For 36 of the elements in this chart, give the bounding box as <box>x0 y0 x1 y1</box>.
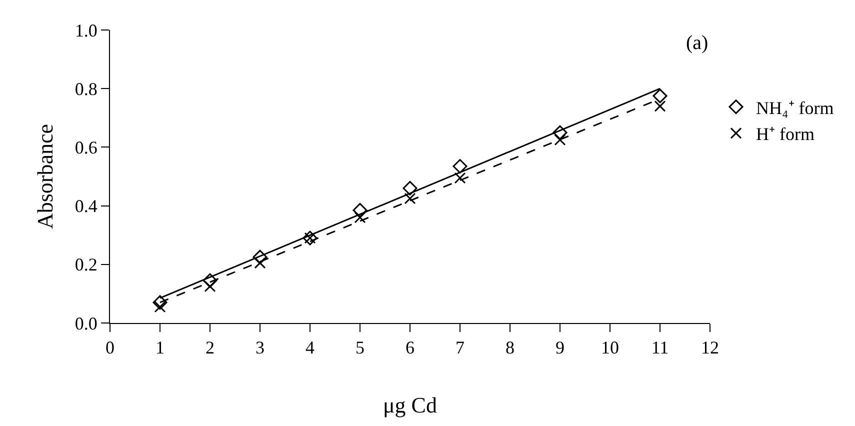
x-tick-label: 4 <box>306 338 314 358</box>
y-tick-label: 0.6 <box>74 138 98 158</box>
y-tick-label: 0.4 <box>74 196 98 216</box>
point <box>404 192 416 204</box>
x-tick-label: 9 <box>556 338 564 358</box>
y-tick-label: 1.0 <box>74 20 98 40</box>
legend-label: H⁺ form <box>756 124 814 144</box>
point <box>552 125 568 140</box>
y-tick-label: 0.8 <box>74 78 98 99</box>
x-tick-label: 2 <box>206 338 214 358</box>
point <box>554 134 566 146</box>
x-tick-label: 3 <box>256 338 264 358</box>
x-tick-label: 12 <box>701 338 719 358</box>
y-tick-label: 0.2 <box>74 254 98 275</box>
x-tick-label: 10 <box>601 338 619 358</box>
x-tick-label: 8 <box>506 338 514 358</box>
y-axis-title: Absorbance <box>32 124 58 230</box>
y-tick-label: 0.0 <box>74 313 98 334</box>
x-axis-title: μg Cd <box>383 392 437 418</box>
x-tick-label: 11 <box>651 338 669 358</box>
x-tick-label: 1 <box>156 338 164 358</box>
point <box>152 295 168 310</box>
x-tick-label: 7 <box>456 338 464 358</box>
legend-label: NH₄⁺ form <box>756 98 834 118</box>
point <box>652 88 668 104</box>
annotation: (a) <box>686 32 708 54</box>
point <box>252 250 268 264</box>
x-tick-label: 5 <box>356 338 364 358</box>
point <box>402 180 418 196</box>
x-tick-label: 6 <box>406 338 414 358</box>
point <box>352 202 368 218</box>
point <box>654 100 666 112</box>
x-tick-label: 0 <box>106 338 114 358</box>
point <box>354 212 366 224</box>
point <box>452 159 468 174</box>
point <box>454 172 466 184</box>
